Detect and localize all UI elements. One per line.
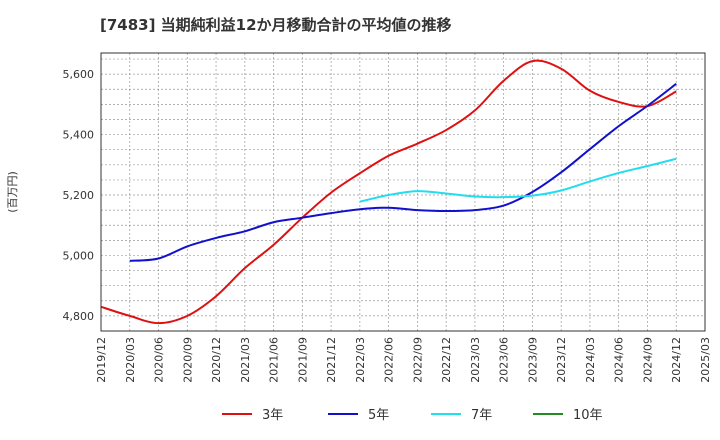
series-line-5年 [129,83,677,262]
x-tick-label: 2020/12 [210,337,223,383]
chart-title: [7483] 当期純利益12か月移動合計の平均値の推移 [100,16,452,34]
legend-item: 7年 [431,408,492,423]
x-tick-label: 2020/06 [153,337,166,383]
x-tick-label: 2021/06 [268,337,281,383]
legend-label: 3年 [262,408,283,423]
x-tick-label: 2024/06 [613,337,626,383]
legend-item: 3年 [222,408,283,423]
x-tick-label: 2022/12 [440,337,453,383]
y-axis-label: (百万円) [6,171,19,213]
y-tick-label: 5,200 [63,189,95,202]
x-tick-label: 2024/12 [670,337,683,383]
legend-label: 7年 [471,408,492,423]
x-tick-label: 2021/09 [296,337,309,383]
legend-item: 10年 [533,408,603,423]
y-tick-label: 5,600 [63,68,95,81]
legend: 3年 5年 7年 10年 [222,408,603,423]
x-tick-label: 2021/03 [239,337,252,383]
y-tick-label: 5,000 [63,249,95,262]
axes: 2019/12 2020/03 2020/06 2020/09 2020/12 2021/… [6,52,712,383]
x-tick-label: 2020/09 [181,337,194,383]
x-tick-label: 2022/03 [354,337,367,383]
x-tick-label: 2023/09 [526,337,539,383]
series-layer [100,59,677,325]
series-line-7年 [359,157,677,203]
legend-label: 5年 [368,408,389,423]
plot-frame [100,52,706,332]
x-tick-label: 2022/06 [383,337,396,383]
x-tick-label: 2024/03 [584,337,597,383]
x-tick-label: 2023/03 [469,337,482,383]
legend-label: 10年 [573,408,603,423]
x-tick-label: 2021/12 [325,337,338,383]
series-line-3年 [100,59,677,325]
y-tick-label: 4,800 [63,310,95,323]
legend-item: 5年 [328,408,389,423]
y-tick-label: 5,400 [63,129,95,142]
x-tick-label: 2025/03 [699,337,712,383]
x-tick-label: 2019/12 [95,337,108,383]
x-tick-label: 2023/06 [498,337,511,383]
x-tick-label: 2020/03 [124,337,137,383]
x-tick-label: 2024/09 [641,337,654,383]
x-tick-label: 2022/09 [411,337,424,383]
x-tick-label: 2023/12 [555,337,568,383]
